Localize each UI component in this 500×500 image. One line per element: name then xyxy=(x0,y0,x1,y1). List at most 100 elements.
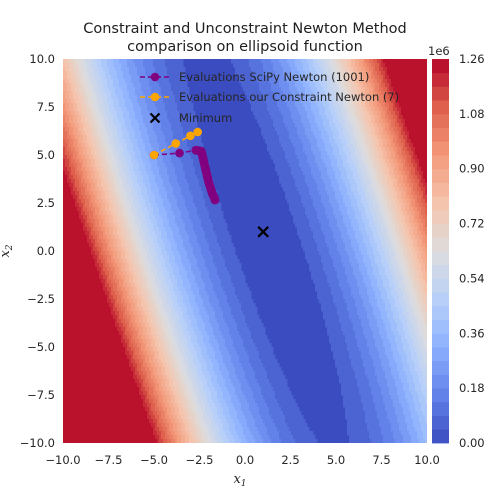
contour-cell xyxy=(423,63,426,68)
contour-cell xyxy=(423,83,426,88)
contour-cell xyxy=(399,75,402,80)
contour-cell xyxy=(393,75,396,80)
contour-cell xyxy=(73,83,76,88)
contour-cell xyxy=(79,95,82,100)
contour-cell xyxy=(117,75,120,80)
contour-cell xyxy=(147,79,150,84)
contour-cell xyxy=(321,75,324,80)
contour-cell xyxy=(73,59,76,64)
contour-cell xyxy=(181,75,184,80)
contour-cell xyxy=(355,63,358,68)
contour-cell xyxy=(257,63,260,68)
contour-cell xyxy=(419,63,422,68)
contour-cell xyxy=(403,91,406,96)
contour-cell xyxy=(127,63,130,68)
contour-cell xyxy=(159,79,162,84)
contour-cell xyxy=(87,87,90,92)
contour-cell xyxy=(313,63,316,68)
contour-cell xyxy=(79,71,82,76)
contour-cell xyxy=(181,63,184,68)
contour-cell xyxy=(85,67,88,72)
contour-cell xyxy=(151,91,154,96)
contour-cell xyxy=(319,63,322,68)
contour-cell xyxy=(135,87,138,92)
contour-cell xyxy=(321,95,324,100)
contour-cell xyxy=(135,91,138,96)
contour-cell xyxy=(179,83,182,88)
contour-cell xyxy=(261,59,264,64)
contour-cell xyxy=(81,91,84,96)
contour-cell xyxy=(231,59,234,64)
contour-cell xyxy=(409,83,412,88)
contour-cell xyxy=(79,63,82,68)
contour-cell xyxy=(187,95,190,100)
contour-cell xyxy=(281,95,284,100)
contour-cell xyxy=(291,59,294,64)
contour-cell xyxy=(327,59,330,64)
contour-cell xyxy=(425,71,427,76)
contour-cell xyxy=(187,91,190,96)
contour-cell xyxy=(315,87,318,92)
contour-cell xyxy=(341,67,344,72)
contour-cell xyxy=(361,79,364,84)
contour-cell xyxy=(405,59,408,64)
contour-cell xyxy=(345,63,348,68)
contour-cell xyxy=(79,91,82,96)
contour-cell xyxy=(329,83,332,88)
contour-cell xyxy=(317,71,320,76)
contour-cell xyxy=(113,91,116,96)
contour-cell xyxy=(69,63,72,68)
contour-cell xyxy=(111,91,114,96)
contour-cell xyxy=(375,91,378,96)
contour-cell xyxy=(81,95,84,100)
contour-cell xyxy=(247,91,250,96)
contour-cell xyxy=(93,59,96,64)
contour-cell xyxy=(257,67,260,72)
contour-cell xyxy=(83,71,86,76)
contour-cell xyxy=(365,75,368,80)
contour-cell xyxy=(73,71,76,76)
contour-cell xyxy=(377,59,380,64)
contour-cell xyxy=(63,87,66,92)
contour-cell xyxy=(115,87,118,92)
contour-cell xyxy=(279,95,282,100)
contour-cell xyxy=(259,79,262,84)
contour-cell xyxy=(85,75,88,80)
contour-cell xyxy=(71,67,74,72)
contour-cell xyxy=(315,75,318,80)
contour-cell xyxy=(359,91,362,96)
contour-cell xyxy=(341,75,344,80)
contour-cell xyxy=(127,67,130,72)
contour-cell xyxy=(63,91,66,96)
contour-cell xyxy=(419,91,422,96)
contour-cell xyxy=(115,67,118,72)
contour-cell xyxy=(79,87,82,92)
contour-cell xyxy=(407,67,410,72)
contour-cell xyxy=(161,63,164,68)
contour-cell xyxy=(425,159,427,164)
contour-cell xyxy=(167,59,170,64)
contour-cell xyxy=(331,87,334,92)
contour-cell xyxy=(249,79,252,84)
contour-cell xyxy=(295,59,298,64)
plot-area xyxy=(63,59,427,443)
contour-cell xyxy=(417,67,420,72)
contour-cell xyxy=(307,83,310,88)
contour-cell xyxy=(183,95,186,100)
contour-cell xyxy=(245,75,248,80)
contour-cell xyxy=(97,63,100,68)
contour-cell xyxy=(317,67,320,72)
contour-cell xyxy=(143,67,146,72)
contour-cell xyxy=(99,59,102,64)
contour-cell xyxy=(265,75,268,80)
contour-cell xyxy=(425,179,427,184)
contour-cell xyxy=(335,83,338,88)
contour-cell xyxy=(363,71,366,76)
contour-cell xyxy=(83,87,86,92)
contour-cell xyxy=(333,63,336,68)
contour-cell xyxy=(181,91,184,96)
contour-cell xyxy=(139,79,142,84)
contour-cell xyxy=(327,87,330,92)
contour-cell xyxy=(199,139,202,144)
contour-cell xyxy=(345,71,348,76)
